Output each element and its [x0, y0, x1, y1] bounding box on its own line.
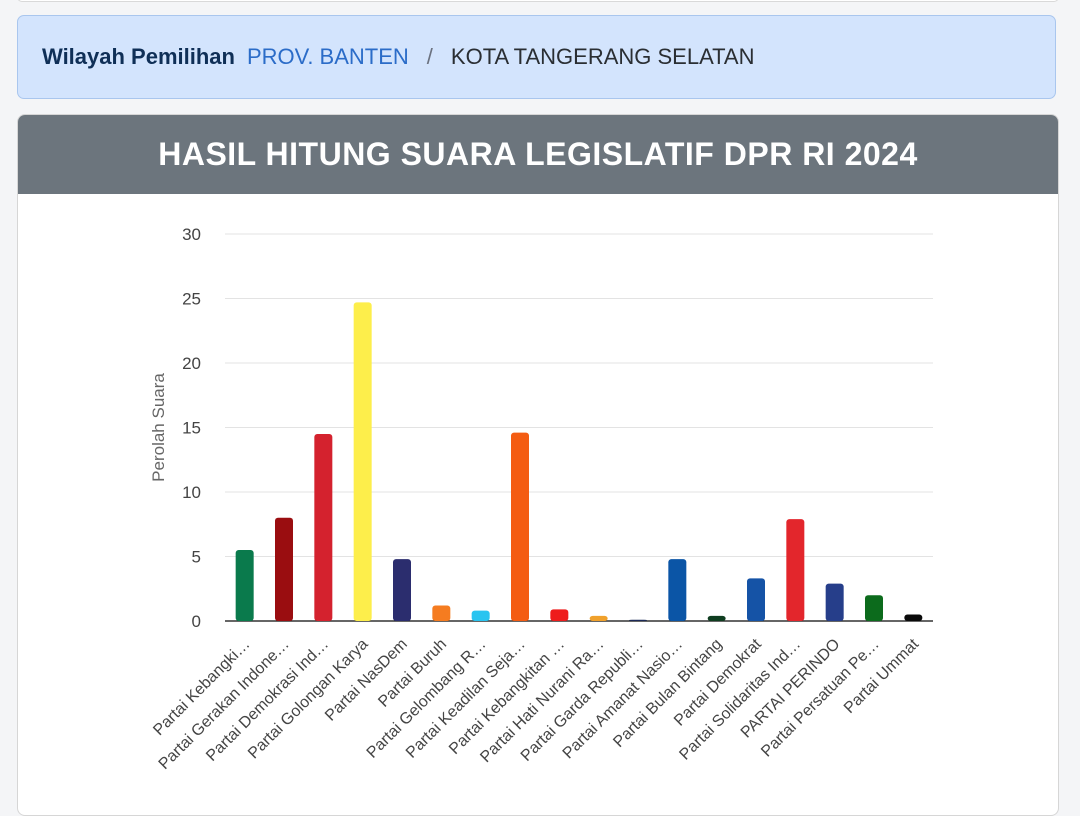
bar	[471, 610, 490, 621]
y-tick-label: 10	[182, 483, 201, 502]
bar	[235, 550, 254, 621]
bar	[314, 433, 333, 621]
results-card: HASIL HITUNG SUARA LEGISLATIF DPR RI 202…	[17, 114, 1059, 816]
y-tick-label: 15	[182, 419, 201, 438]
bar	[747, 578, 765, 621]
top-card-edge	[17, 0, 1059, 2]
card-header: HASIL HITUNG SUARA LEGISLATIF DPR RI 202…	[18, 115, 1058, 194]
breadcrumb-city: KOTA TANGERANG SELATAN	[450, 44, 755, 69]
y-tick-label: 30	[182, 225, 201, 244]
y-tick-label: 25	[182, 290, 201, 309]
bar	[432, 605, 451, 621]
bar	[275, 517, 293, 621]
bar	[668, 559, 687, 621]
y-axis-label: Perolah Suara	[149, 373, 168, 482]
bar	[707, 615, 726, 621]
bar	[629, 619, 647, 621]
breadcrumb: Wilayah Pemilihan PROV. BANTEN / KOTA TA…	[17, 15, 1056, 99]
bar	[393, 559, 411, 621]
bar	[904, 614, 923, 621]
bar	[550, 609, 569, 621]
bar	[865, 595, 883, 621]
breadcrumb-separator: /	[426, 44, 433, 69]
bar	[786, 519, 805, 621]
card-title: HASIL HITUNG SUARA LEGISLATIF DPR RI 202…	[158, 136, 918, 172]
bar	[825, 583, 844, 621]
breadcrumb-label: Wilayah Pemilihan	[42, 44, 235, 69]
bar	[353, 302, 372, 621]
y-tick-label: 0	[192, 612, 201, 631]
y-tick-label: 20	[182, 354, 201, 373]
bar	[511, 432, 529, 621]
bar	[589, 615, 608, 621]
y-tick-label: 5	[192, 548, 201, 567]
breadcrumb-province-link[interactable]: PROV. BANTEN	[246, 44, 409, 69]
